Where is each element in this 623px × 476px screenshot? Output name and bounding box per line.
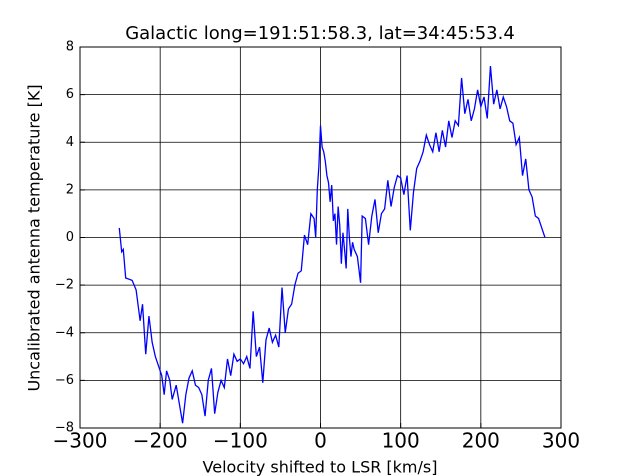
y-tick-label: 6 [66,87,74,102]
x-tick-label: 200 [462,429,500,453]
y-tick-label: −8 [55,421,74,436]
y-tick-label: 8 [66,40,74,55]
y-axis-label: Uncalibrated antenna temperature [K] [25,84,44,391]
y-tick-label: −2 [55,278,74,293]
x-tick-label: 100 [382,429,420,453]
x-tick-label: −200 [133,429,188,453]
y-tick-label: 0 [66,230,74,245]
x-tick-label: 300 [542,429,580,453]
y-tick-label: 2 [66,182,74,197]
y-tick-label: −6 [55,373,74,388]
x-tick-label: 0 [314,429,327,453]
x-axis-label: Velocity shifted to LSR [km/s] [203,458,438,476]
x-tick-label: −100 [213,429,268,453]
y-tick-label: −4 [55,325,74,340]
x-tick-label: −300 [53,429,108,453]
chart-title: Galactic long=191:51:58.3, lat=34:45:53.… [125,23,515,44]
y-tick-label: 4 [66,135,74,150]
plot-frame [79,46,562,429]
data-line [118,65,546,424]
